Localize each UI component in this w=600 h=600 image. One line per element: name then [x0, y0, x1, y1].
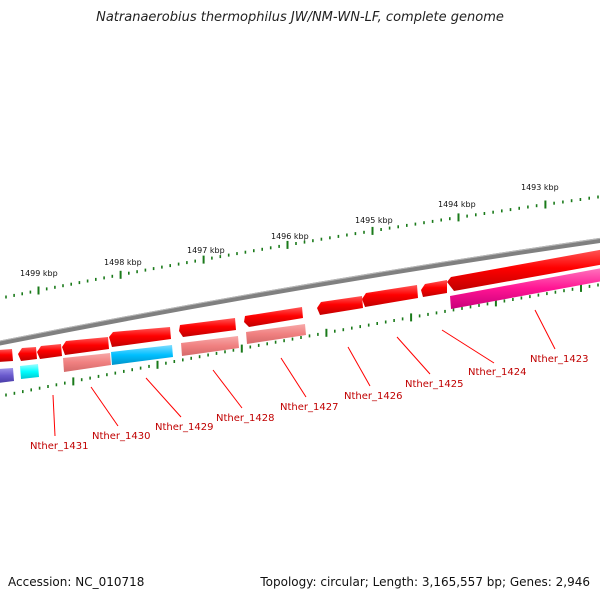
gene-arrow[interactable] — [62, 337, 109, 355]
gene-arrow[interactable] — [18, 347, 37, 361]
cog-bar-light[interactable] — [181, 336, 239, 356]
gene-arrow[interactable] — [179, 318, 236, 337]
gene-label[interactable]: Nther_1429 — [155, 422, 213, 433]
gene-arrow[interactable] — [447, 249, 600, 291]
cog-bar-aqua[interactable] — [20, 364, 39, 379]
tick-label: 1497 kbp — [187, 246, 225, 255]
gene-label[interactable]: Nther_1424 — [468, 367, 526, 378]
gene-arrow[interactable] — [244, 307, 303, 327]
tick-label: 1495 kbp — [355, 216, 393, 225]
outer-ruler — [5, 195, 599, 299]
gene-arrow[interactable] — [0, 349, 13, 362]
tick-label: 1493 kbp — [521, 183, 559, 192]
gene-label[interactable]: Nther_1425 — [405, 379, 463, 390]
tick-label: 1498 kbp — [104, 258, 142, 267]
gene-label[interactable]: Nther_1423 — [530, 354, 588, 365]
map-title: Natranaerobius thermophilus JW/NM-WN-LF,… — [96, 10, 504, 25]
cog-bar-light[interactable] — [246, 324, 306, 344]
genome-summary-text: Topology: circular; Length: 3,165,557 bp… — [260, 575, 590, 589]
cds-track — [0, 249, 600, 362]
backbone-track — [0, 237, 600, 346]
cog-bar-purple[interactable] — [0, 368, 14, 383]
callout-lines — [52, 309, 556, 437]
tick-label: 1496 kbp — [271, 232, 309, 241]
gene-label[interactable]: Nther_1426 — [344, 391, 402, 402]
gene-label[interactable]: Nther_1430 — [92, 431, 150, 442]
cog-bar-pink[interactable] — [450, 268, 600, 309]
gene-arrow[interactable] — [37, 344, 62, 359]
cog-bar-cyan[interactable] — [111, 345, 173, 365]
gene-arrow[interactable] — [362, 285, 418, 307]
gene-arrow[interactable] — [421, 280, 447, 297]
gene-arrow[interactable] — [109, 327, 171, 347]
tick-label: 1494 kbp — [438, 200, 476, 209]
gene-label[interactable]: Nther_1428 — [216, 413, 274, 424]
cog-track — [0, 268, 600, 383]
gene-label[interactable]: Nther_1431 — [30, 441, 88, 452]
gene-arrow[interactable] — [317, 296, 363, 315]
cog-bar-light[interactable] — [63, 353, 111, 372]
inner-ruler — [5, 283, 599, 397]
accession-text: Accession: NC_010718 — [8, 575, 145, 589]
tick-label: 1499 kbp — [20, 269, 58, 278]
gene-label[interactable]: Nther_1427 — [280, 402, 338, 413]
